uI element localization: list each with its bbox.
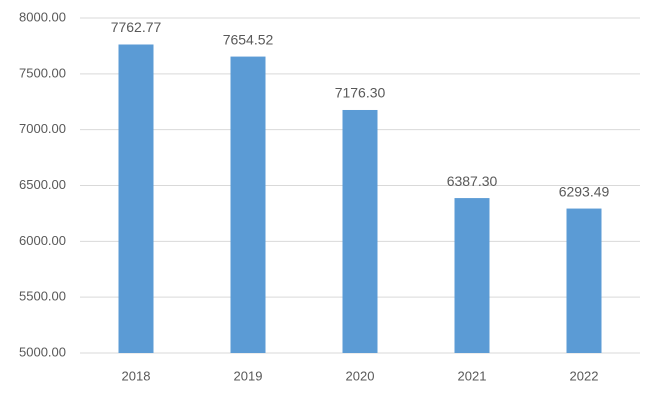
x-tick-label: 2022 [570, 368, 599, 383]
x-tick-label: 2019 [234, 368, 263, 383]
y-tick-label: 5000.00 [19, 344, 66, 359]
bar [566, 208, 602, 353]
y-tick-label: 7500.00 [19, 65, 66, 80]
bar [118, 44, 154, 353]
bar [342, 109, 378, 354]
y-tick-label: 7000.00 [19, 121, 66, 136]
data-label: 7762.77 [111, 19, 162, 35]
y-tick-label: 6000.00 [19, 233, 66, 248]
data-label: 7176.30 [335, 85, 386, 101]
x-tick-label: 2018 [122, 368, 151, 383]
data-label: 6293.49 [559, 183, 610, 199]
bar [230, 56, 266, 353]
bar [454, 198, 490, 353]
data-label: 6387.30 [447, 173, 498, 189]
x-tick-label: 2021 [458, 368, 487, 383]
y-tick-label: 5500.00 [19, 289, 66, 304]
y-tick-label: 6500.00 [19, 177, 66, 192]
y-tick-label: 8000.00 [19, 9, 66, 24]
x-tick-label: 2020 [346, 368, 375, 383]
data-label: 7654.52 [223, 31, 274, 47]
